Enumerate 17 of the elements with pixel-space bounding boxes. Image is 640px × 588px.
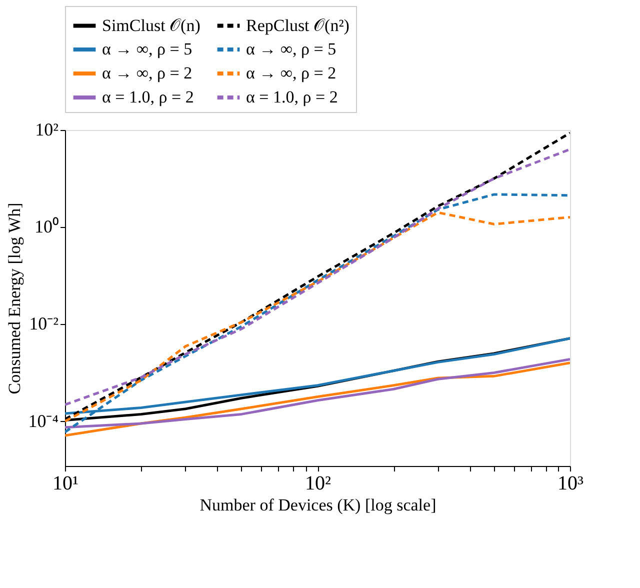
x-axis-title: Number of Devices (K) [log scale] (200, 496, 436, 514)
legend-label: α → ∞, ρ = 5 (246, 40, 336, 58)
legend-label: α = 1.0, ρ = 2 (102, 88, 194, 106)
y-tick-label: 10² (35, 120, 58, 140)
y-tick-label: 10⁰ (34, 216, 58, 237)
x-tick-label: 10¹ (52, 472, 78, 494)
x-tick-label: 10³ (558, 472, 584, 494)
y-tick-label: 10⁻⁴ (28, 410, 58, 431)
legend-label: α → ∞, ρ = 2 (102, 64, 192, 82)
legend-label: RepClust 𝒪(n²) (246, 16, 350, 35)
legend-label: SimClust 𝒪(n) (102, 16, 200, 35)
y-tick-label: 10⁻² (29, 314, 58, 334)
legend-label: α = 1.0, ρ = 2 (246, 88, 338, 106)
legend-label: α → ∞, ρ = 2 (246, 64, 336, 82)
y-axis-title: Consumed Energy [log Wh] (5, 202, 24, 394)
x-tick-label: 10² (305, 472, 331, 494)
legend-label: α → ∞, ρ = 5 (102, 40, 192, 58)
